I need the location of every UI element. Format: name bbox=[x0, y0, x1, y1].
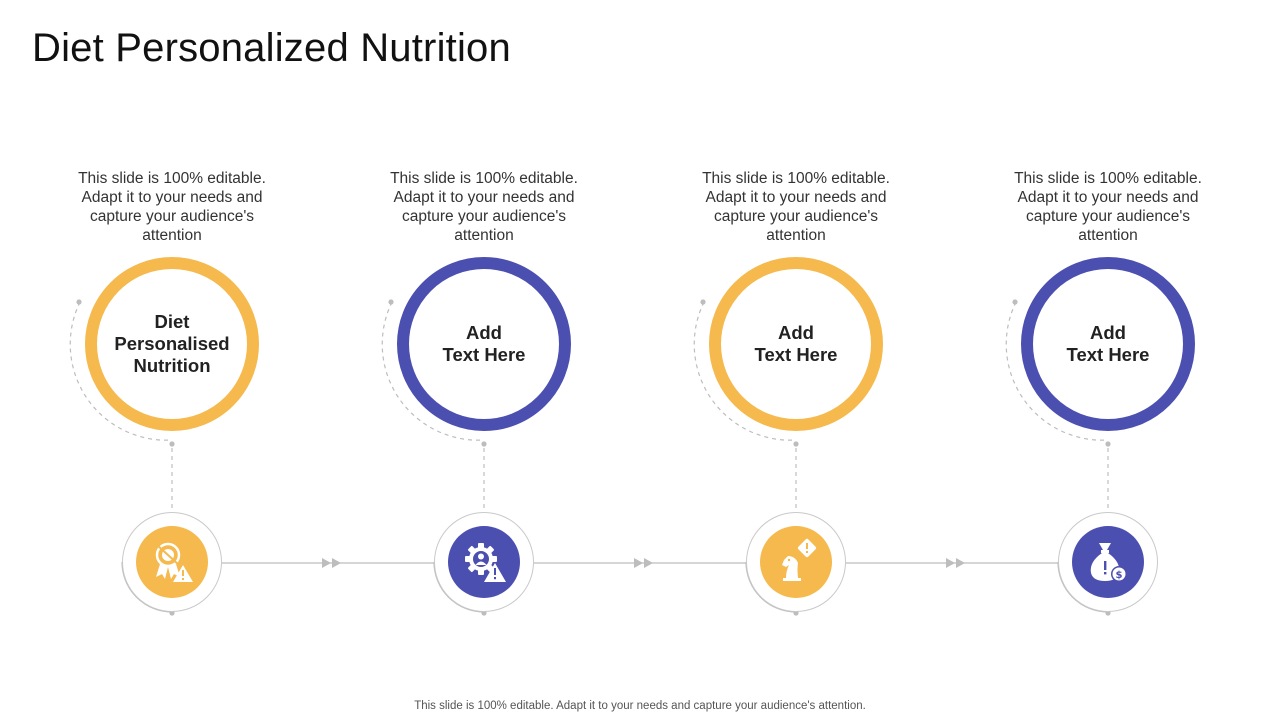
award-ribbon-warning-icon bbox=[136, 526, 208, 598]
step-label-3: Add Text Here bbox=[754, 322, 838, 365]
step-label-1: Diet Personalised Nutrition bbox=[114, 311, 230, 376]
page-title: Diet Personalized Nutrition bbox=[32, 26, 511, 70]
step-ring-3: Add Text Here bbox=[709, 257, 883, 431]
step-ring-4: Add Text Here bbox=[1021, 257, 1195, 431]
step-icon-badge-2 bbox=[434, 512, 534, 612]
svg-text:$: $ bbox=[1116, 570, 1123, 581]
description-text-4: This slide is 100% editable. Adapt it to… bbox=[1014, 170, 1202, 244]
description-text-1: This slide is 100% editable. Adapt it to… bbox=[78, 170, 266, 244]
footer-note: This slide is 100% editable. Adapt it to… bbox=[414, 700, 866, 712]
chess-knight-warning-icon bbox=[760, 526, 832, 598]
money-bag-warning-icon: $ bbox=[1072, 526, 1144, 598]
step-label-4: Add Text Here bbox=[1066, 322, 1150, 365]
step-label-2: Add Text Here bbox=[442, 322, 526, 365]
gear-user-warning-icon bbox=[448, 526, 520, 598]
step-icon-badge-3 bbox=[746, 512, 846, 612]
step-icon-badge-4: $ bbox=[1058, 512, 1158, 612]
description-text-2: This slide is 100% editable. Adapt it to… bbox=[390, 170, 578, 244]
step-ring-2: Add Text Here bbox=[397, 257, 571, 431]
step-icon-badge-1 bbox=[122, 512, 222, 612]
step-ring-1: Diet Personalised Nutrition bbox=[85, 257, 259, 431]
description-text-3: This slide is 100% editable. Adapt it to… bbox=[702, 170, 890, 244]
